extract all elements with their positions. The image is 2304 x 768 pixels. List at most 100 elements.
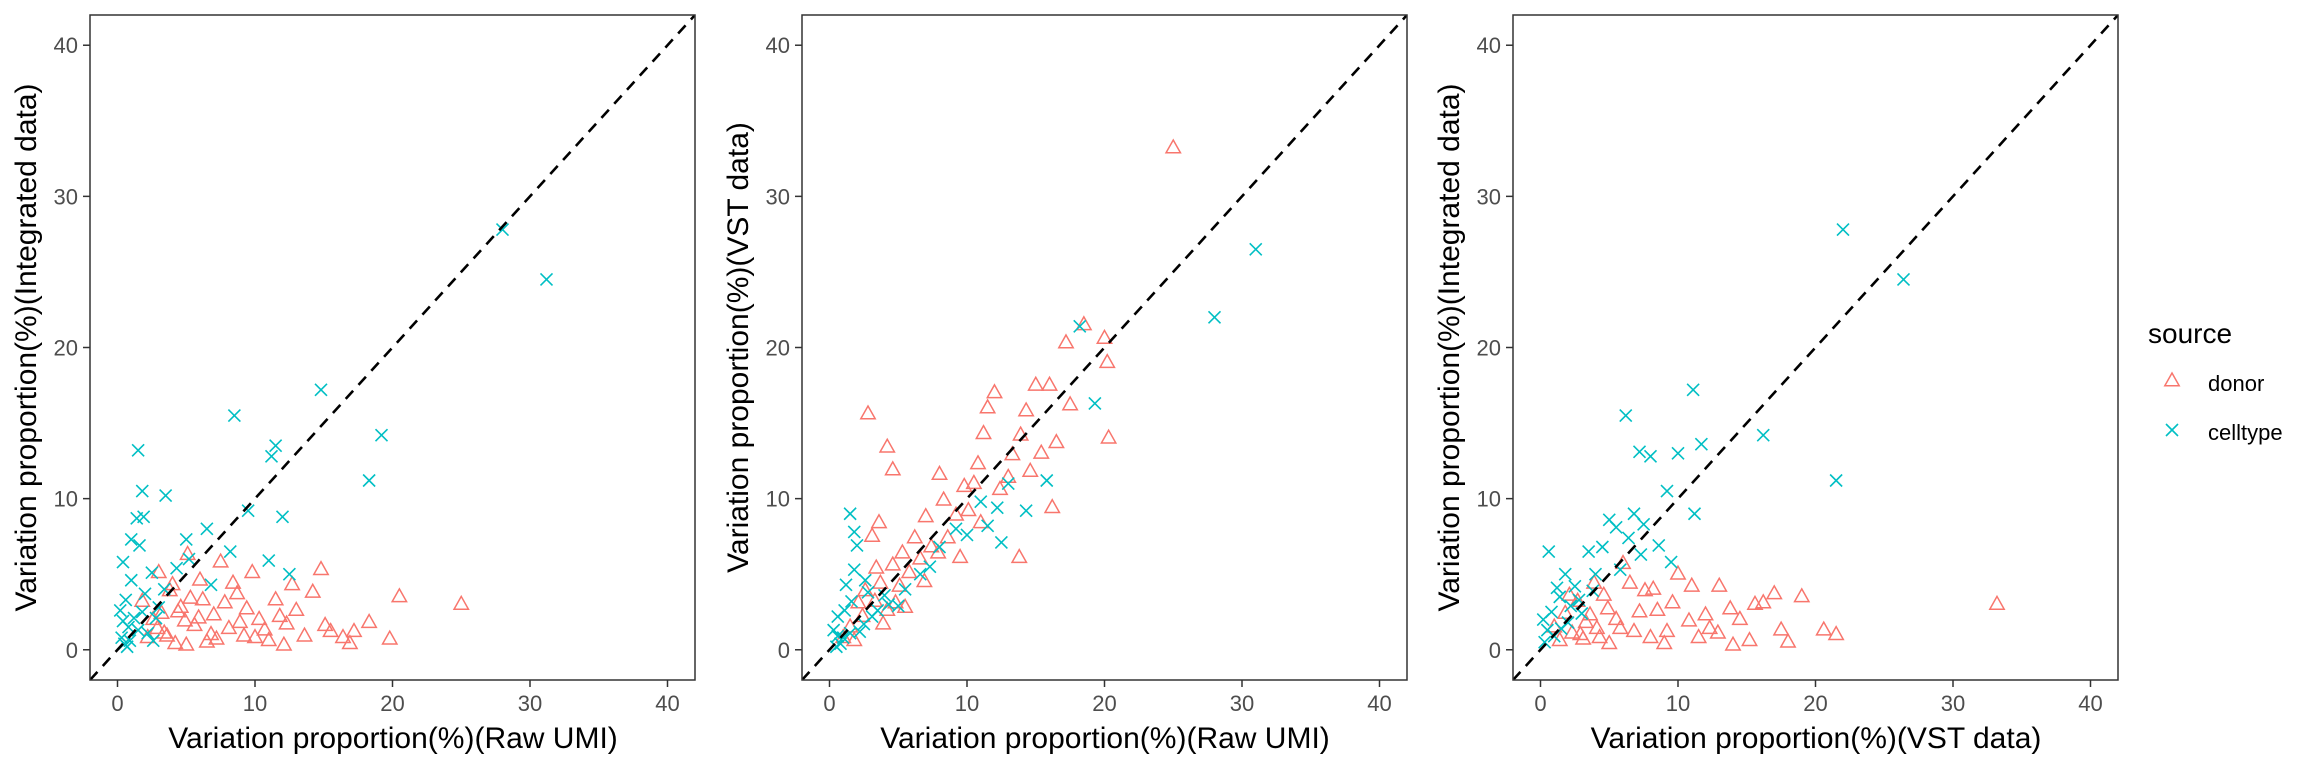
y-tick-label: 10 bbox=[1477, 487, 1501, 512]
point-donor bbox=[250, 610, 268, 626]
point-donor bbox=[1690, 628, 1708, 644]
point-donor bbox=[931, 464, 948, 481]
x-tick-label: 10 bbox=[1666, 691, 1690, 716]
legend: source donor celltype bbox=[2148, 318, 2283, 445]
point-celltype bbox=[264, 449, 279, 463]
point-donor bbox=[235, 626, 253, 642]
point-celltype bbox=[1896, 272, 1911, 287]
point-donor bbox=[1793, 587, 1811, 603]
point-donor bbox=[867, 558, 885, 574]
point-donor bbox=[153, 603, 170, 620]
point-donor bbox=[1043, 498, 1061, 514]
y-tick-label: 20 bbox=[1477, 336, 1501, 361]
point-donor bbox=[271, 606, 289, 623]
point-donor bbox=[345, 622, 363, 638]
point-celltype bbox=[374, 428, 389, 442]
point-celltype bbox=[241, 504, 255, 518]
y-tick-label: 30 bbox=[54, 184, 78, 209]
point-donor bbox=[1047, 433, 1065, 449]
point-donor bbox=[150, 563, 168, 579]
point-donor bbox=[1683, 576, 1701, 592]
point-donor bbox=[891, 576, 909, 592]
point-donor bbox=[177, 635, 195, 651]
identity-dashed-line bbox=[1513, 15, 2118, 680]
point-donor bbox=[935, 490, 953, 506]
point-celltype bbox=[116, 614, 130, 628]
point-donor bbox=[260, 631, 278, 647]
point-donor bbox=[1591, 628, 1609, 644]
point-donor bbox=[939, 528, 957, 544]
point-donor bbox=[176, 611, 194, 627]
point-donor bbox=[216, 593, 234, 609]
point-celltype bbox=[120, 640, 134, 654]
x-tick-label: 40 bbox=[1367, 691, 1391, 716]
x-tick-label: 20 bbox=[1803, 691, 1827, 716]
point-donor bbox=[896, 597, 914, 614]
point-celltype bbox=[200, 522, 214, 536]
points-layer bbox=[1536, 223, 2006, 651]
point-donor bbox=[212, 552, 230, 568]
point-celltype bbox=[1564, 599, 1578, 613]
y-tick-label: 0 bbox=[1489, 638, 1501, 663]
point-celltype bbox=[135, 484, 149, 498]
y-tick-label: 20 bbox=[766, 336, 790, 361]
point-donor bbox=[360, 613, 378, 629]
point-donor bbox=[190, 608, 208, 624]
legend-label-celltype: celltype bbox=[2208, 420, 2283, 445]
point-celltype bbox=[170, 561, 184, 575]
point-celltype bbox=[1602, 513, 1616, 527]
legend-key-celltype-icon bbox=[2165, 423, 2179, 437]
point-celltype bbox=[132, 538, 147, 553]
point-donor bbox=[1021, 461, 1039, 477]
point-donor bbox=[224, 573, 242, 589]
x-tick-label: 30 bbox=[1230, 691, 1254, 716]
point-celltype bbox=[145, 566, 159, 580]
point-celltype bbox=[1568, 579, 1582, 593]
point-donor bbox=[1607, 610, 1625, 626]
point-donor bbox=[231, 613, 249, 629]
point-donor bbox=[1010, 548, 1028, 564]
point-donor bbox=[243, 563, 261, 579]
point-celltype bbox=[116, 555, 130, 569]
point-donor bbox=[906, 528, 924, 544]
point-donor bbox=[900, 563, 918, 579]
point-celltype bbox=[113, 603, 127, 618]
point-celltype bbox=[119, 593, 133, 607]
y-tick-label: 20 bbox=[54, 336, 78, 361]
point-celltype bbox=[1627, 507, 1641, 521]
point-donor bbox=[312, 560, 330, 576]
point-celltype bbox=[282, 567, 296, 581]
point-donor bbox=[866, 591, 884, 607]
point-donor bbox=[283, 575, 301, 591]
point-celltype bbox=[932, 540, 947, 554]
point-celltype bbox=[1829, 473, 1843, 488]
point-donor bbox=[1599, 599, 1617, 615]
point-donor bbox=[859, 404, 877, 420]
point-celltype bbox=[853, 625, 867, 639]
point-donor bbox=[1027, 375, 1045, 391]
point-donor bbox=[1556, 603, 1574, 620]
point-celltype bbox=[127, 611, 141, 625]
point-donor bbox=[1595, 585, 1613, 601]
point-donor bbox=[947, 505, 965, 521]
x-tick-label: 0 bbox=[1534, 691, 1546, 716]
point-donor bbox=[922, 537, 940, 553]
point-donor bbox=[158, 626, 176, 642]
point-celltype bbox=[1634, 547, 1648, 562]
point-donor bbox=[208, 629, 225, 645]
point-donor bbox=[1061, 395, 1079, 411]
point-donor bbox=[169, 602, 187, 618]
point-celltype bbox=[1207, 310, 1222, 324]
point-celltype bbox=[135, 605, 149, 619]
point-donor bbox=[975, 424, 992, 440]
point-celltype bbox=[1686, 383, 1700, 397]
point-celltype bbox=[1073, 319, 1087, 333]
point-celltype bbox=[1040, 473, 1054, 488]
point-donor bbox=[1815, 620, 1833, 636]
point-celltype bbox=[223, 544, 237, 559]
point-donor bbox=[1560, 585, 1578, 601]
point-celltype bbox=[1687, 507, 1702, 521]
point-donor bbox=[1746, 594, 1764, 610]
point-donor bbox=[878, 437, 896, 453]
